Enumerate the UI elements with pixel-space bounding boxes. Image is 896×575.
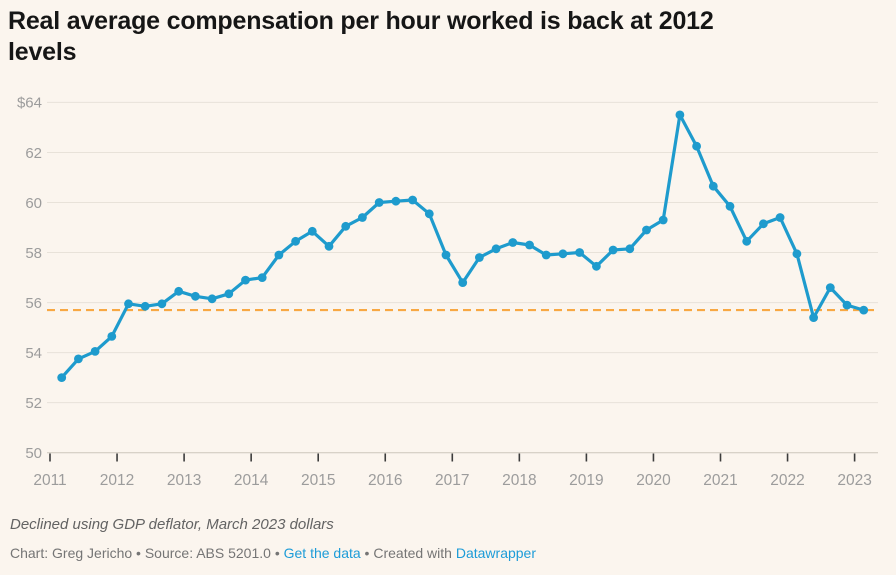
data-point[interactable] xyxy=(508,238,518,247)
data-point[interactable] xyxy=(324,241,334,251)
data-point[interactable] xyxy=(575,248,584,257)
y-axis-label: 62 xyxy=(25,145,42,162)
y-axis-label: 54 xyxy=(25,345,42,362)
byline-text: Chart: Greg Jericho • Source: ABS 5201.0… xyxy=(10,545,284,561)
data-point[interactable] xyxy=(792,249,802,259)
data-point[interactable] xyxy=(825,283,835,292)
data-point[interactable] xyxy=(608,245,618,255)
x-axis-label: 2018 xyxy=(502,472,536,489)
data-point[interactable] xyxy=(124,299,133,309)
data-point[interactable] xyxy=(625,244,635,254)
data-point[interactable] xyxy=(842,300,852,310)
data-point[interactable] xyxy=(675,110,685,120)
data-point[interactable] xyxy=(241,275,250,285)
data-point[interactable] xyxy=(307,226,317,236)
y-axis-label: 60 xyxy=(25,195,42,212)
data-point[interactable] xyxy=(541,250,551,260)
get-the-data-link[interactable]: Get the data xyxy=(283,545,361,561)
byline-text: • Created with xyxy=(360,545,456,561)
x-axis-label: 2013 xyxy=(167,472,201,489)
data-point[interactable] xyxy=(74,354,83,364)
data-point[interactable] xyxy=(191,291,200,301)
data-point[interactable] xyxy=(424,209,434,219)
y-axis-label: $64 xyxy=(17,95,42,112)
data-point[interactable] xyxy=(358,213,367,222)
x-axis-label: 2014 xyxy=(234,472,269,489)
data-point[interactable] xyxy=(859,305,869,315)
data-point[interactable] xyxy=(441,250,451,260)
x-axis-label: 2012 xyxy=(100,472,134,489)
data-line xyxy=(60,113,866,380)
x-axis-label: 2023 xyxy=(837,472,871,489)
x-axis-label: 2021 xyxy=(703,472,737,489)
x-axis-label: 2022 xyxy=(770,472,804,489)
x-axis-label: 2015 xyxy=(301,472,335,489)
data-point[interactable] xyxy=(475,253,484,262)
y-axis-label: 56 xyxy=(25,295,42,312)
data-point[interactable] xyxy=(157,299,167,309)
data-point[interactable] xyxy=(458,278,468,287)
y-axis-label: 58 xyxy=(25,245,42,262)
data-point[interactable] xyxy=(257,273,267,282)
data-point[interactable] xyxy=(658,215,668,225)
data-point[interactable] xyxy=(692,141,701,151)
data-point[interactable] xyxy=(642,225,651,235)
data-point[interactable] xyxy=(291,236,300,246)
data-point[interactable] xyxy=(224,289,234,299)
y-axis-label: 50 xyxy=(25,445,42,462)
data-point[interactable] xyxy=(374,198,384,207)
data-point[interactable] xyxy=(207,294,217,304)
data-point[interactable] xyxy=(391,196,401,206)
data-point[interactable] xyxy=(775,213,785,222)
data-point[interactable] xyxy=(742,236,752,246)
chart-byline: Chart: Greg Jericho • Source: ABS 5201.0… xyxy=(10,545,536,561)
x-axis-label: 2020 xyxy=(636,472,671,489)
data-point[interactable] xyxy=(57,373,67,382)
data-point[interactable] xyxy=(525,240,534,250)
datawrapper-link[interactable]: Datawrapper xyxy=(455,545,536,561)
title-line: levels xyxy=(8,38,77,66)
data-point[interactable] xyxy=(408,195,417,205)
x-axis-label: 2017 xyxy=(435,472,469,489)
data-point[interactable] xyxy=(491,244,501,254)
x-axis-label: 2011 xyxy=(33,472,66,489)
data-point[interactable] xyxy=(708,181,718,191)
data-point[interactable] xyxy=(558,249,568,259)
chart-title: Real average compensation per hour worke… xyxy=(8,6,714,68)
data-point[interactable] xyxy=(592,261,601,271)
x-axis-label: 2019 xyxy=(569,472,603,489)
title-line: Real average compensation per hour worke… xyxy=(8,7,714,35)
y-axis-label: 52 xyxy=(25,395,42,412)
data-point[interactable] xyxy=(107,332,117,341)
data-point[interactable] xyxy=(759,219,768,229)
data-point[interactable] xyxy=(140,301,150,311)
chart-footnote: Declined using GDP deflator, March 2023 … xyxy=(10,516,334,533)
data-point[interactable] xyxy=(274,250,284,260)
data-point[interactable] xyxy=(90,347,100,356)
x-axis-label: 2016 xyxy=(368,472,402,489)
data-point[interactable] xyxy=(725,201,735,211)
data-point[interactable] xyxy=(341,221,351,231)
data-point[interactable] xyxy=(809,313,818,322)
data-point[interactable] xyxy=(174,286,184,296)
